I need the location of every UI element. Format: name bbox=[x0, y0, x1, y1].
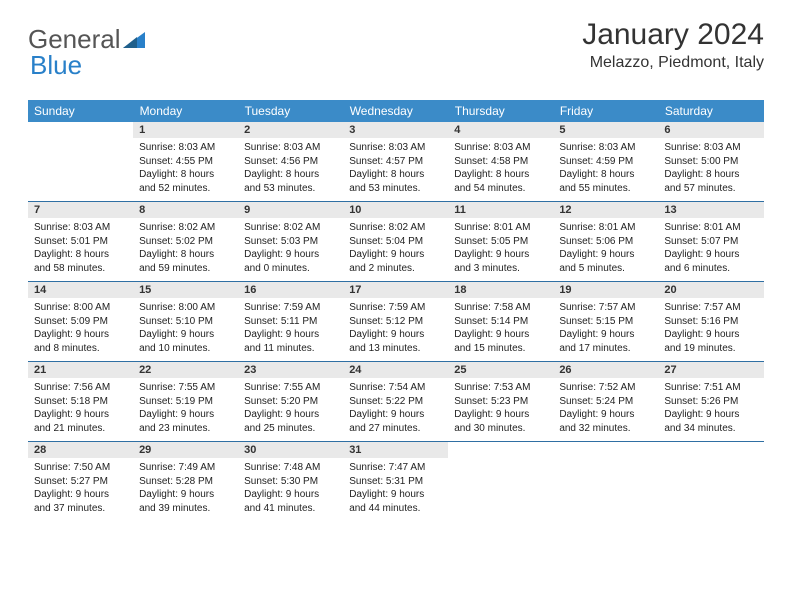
day-detail: Sunrise: 7:58 AM Sunset: 5:14 PM Dayligh… bbox=[448, 298, 553, 362]
day-detail: Sunrise: 7:59 AM Sunset: 5:11 PM Dayligh… bbox=[238, 298, 343, 362]
day-detail: Sunrise: 8:03 AM Sunset: 5:01 PM Dayligh… bbox=[28, 218, 133, 282]
day-detail bbox=[28, 138, 133, 202]
day-number: 13 bbox=[658, 202, 763, 219]
day-number: 3 bbox=[343, 122, 448, 138]
month-title: January 2024 bbox=[582, 18, 764, 52]
day-detail: Sunrise: 8:00 AM Sunset: 5:10 PM Dayligh… bbox=[133, 298, 238, 362]
day-number: 14 bbox=[28, 282, 133, 299]
day-number: 2 bbox=[238, 122, 343, 138]
day-number: 22 bbox=[133, 362, 238, 379]
calendar-table: Sunday Monday Tuesday Wednesday Thursday… bbox=[28, 100, 764, 521]
day-detail-row: Sunrise: 8:03 AM Sunset: 5:01 PM Dayligh… bbox=[28, 218, 764, 282]
day-detail: Sunrise: 8:02 AM Sunset: 5:04 PM Dayligh… bbox=[343, 218, 448, 282]
day-number: 6 bbox=[658, 122, 763, 138]
day-detail: Sunrise: 8:03 AM Sunset: 4:55 PM Dayligh… bbox=[133, 138, 238, 202]
day-number: 9 bbox=[238, 202, 343, 219]
day-number: 5 bbox=[553, 122, 658, 138]
day-number: 21 bbox=[28, 362, 133, 379]
weekday-header: Tuesday bbox=[238, 100, 343, 122]
day-detail: Sunrise: 7:47 AM Sunset: 5:31 PM Dayligh… bbox=[343, 458, 448, 521]
day-detail: Sunrise: 8:03 AM Sunset: 4:56 PM Dayligh… bbox=[238, 138, 343, 202]
day-number: 1 bbox=[133, 122, 238, 138]
day-number: 24 bbox=[343, 362, 448, 379]
day-number: 28 bbox=[28, 442, 133, 459]
day-number: 10 bbox=[343, 202, 448, 219]
day-detail: Sunrise: 8:03 AM Sunset: 4:58 PM Dayligh… bbox=[448, 138, 553, 202]
day-number: 31 bbox=[343, 442, 448, 459]
day-detail-row: Sunrise: 7:50 AM Sunset: 5:27 PM Dayligh… bbox=[28, 458, 764, 521]
day-number-row: 14151617181920 bbox=[28, 282, 764, 299]
weekday-header: Sunday bbox=[28, 100, 133, 122]
day-number bbox=[28, 122, 133, 138]
day-detail: Sunrise: 7:51 AM Sunset: 5:26 PM Dayligh… bbox=[658, 378, 763, 442]
day-detail: Sunrise: 7:53 AM Sunset: 5:23 PM Dayligh… bbox=[448, 378, 553, 442]
day-detail: Sunrise: 8:00 AM Sunset: 5:09 PM Dayligh… bbox=[28, 298, 133, 362]
day-number: 4 bbox=[448, 122, 553, 138]
day-detail: Sunrise: 8:03 AM Sunset: 4:57 PM Dayligh… bbox=[343, 138, 448, 202]
day-number: 30 bbox=[238, 442, 343, 459]
day-number-row: 21222324252627 bbox=[28, 362, 764, 379]
weekday-header-row: Sunday Monday Tuesday Wednesday Thursday… bbox=[28, 100, 764, 122]
day-number: 29 bbox=[133, 442, 238, 459]
day-detail: Sunrise: 7:55 AM Sunset: 5:20 PM Dayligh… bbox=[238, 378, 343, 442]
day-detail bbox=[658, 458, 763, 521]
day-detail bbox=[553, 458, 658, 521]
day-detail: Sunrise: 7:49 AM Sunset: 5:28 PM Dayligh… bbox=[133, 458, 238, 521]
day-detail: Sunrise: 7:59 AM Sunset: 5:12 PM Dayligh… bbox=[343, 298, 448, 362]
day-number: 27 bbox=[658, 362, 763, 379]
day-detail-row: Sunrise: 8:03 AM Sunset: 4:55 PM Dayligh… bbox=[28, 138, 764, 202]
day-number: 23 bbox=[238, 362, 343, 379]
day-detail: Sunrise: 8:01 AM Sunset: 5:05 PM Dayligh… bbox=[448, 218, 553, 282]
day-number: 26 bbox=[553, 362, 658, 379]
day-detail: Sunrise: 8:03 AM Sunset: 5:00 PM Dayligh… bbox=[658, 138, 763, 202]
title-block: January 2024 Melazzo, Piedmont, Italy bbox=[582, 18, 764, 72]
day-number: 17 bbox=[343, 282, 448, 299]
day-detail: Sunrise: 7:57 AM Sunset: 5:16 PM Dayligh… bbox=[658, 298, 763, 362]
header: General January 2024 Melazzo, Piedmont, … bbox=[28, 18, 764, 72]
weekday-header: Monday bbox=[133, 100, 238, 122]
day-number: 8 bbox=[133, 202, 238, 219]
day-detail: Sunrise: 7:48 AM Sunset: 5:30 PM Dayligh… bbox=[238, 458, 343, 521]
day-number: 12 bbox=[553, 202, 658, 219]
logo-triangle-icon bbox=[123, 24, 145, 55]
day-detail: Sunrise: 8:02 AM Sunset: 5:03 PM Dayligh… bbox=[238, 218, 343, 282]
day-number-row: 28293031 bbox=[28, 442, 764, 459]
weekday-header: Saturday bbox=[658, 100, 763, 122]
day-detail: Sunrise: 8:01 AM Sunset: 5:06 PM Dayligh… bbox=[553, 218, 658, 282]
day-number: 20 bbox=[658, 282, 763, 299]
day-number bbox=[448, 442, 553, 459]
location: Melazzo, Piedmont, Italy bbox=[582, 54, 764, 72]
day-detail: Sunrise: 8:02 AM Sunset: 5:02 PM Dayligh… bbox=[133, 218, 238, 282]
day-detail: Sunrise: 7:52 AM Sunset: 5:24 PM Dayligh… bbox=[553, 378, 658, 442]
day-number: 15 bbox=[133, 282, 238, 299]
calendar-page: General January 2024 Melazzo, Piedmont, … bbox=[0, 0, 792, 539]
weekday-header: Wednesday bbox=[343, 100, 448, 122]
day-detail: Sunrise: 7:54 AM Sunset: 5:22 PM Dayligh… bbox=[343, 378, 448, 442]
logo-text-2: Blue bbox=[30, 50, 82, 81]
day-detail: Sunrise: 8:03 AM Sunset: 4:59 PM Dayligh… bbox=[553, 138, 658, 202]
day-number-row: 78910111213 bbox=[28, 202, 764, 219]
day-detail bbox=[448, 458, 553, 521]
day-number: 11 bbox=[448, 202, 553, 219]
day-number: 25 bbox=[448, 362, 553, 379]
day-number bbox=[658, 442, 763, 459]
day-number: 7 bbox=[28, 202, 133, 219]
day-detail-row: Sunrise: 7:56 AM Sunset: 5:18 PM Dayligh… bbox=[28, 378, 764, 442]
day-detail: Sunrise: 8:01 AM Sunset: 5:07 PM Dayligh… bbox=[658, 218, 763, 282]
day-detail: Sunrise: 7:56 AM Sunset: 5:18 PM Dayligh… bbox=[28, 378, 133, 442]
day-number: 18 bbox=[448, 282, 553, 299]
day-number-row: 123456 bbox=[28, 122, 764, 138]
day-detail-row: Sunrise: 8:00 AM Sunset: 5:09 PM Dayligh… bbox=[28, 298, 764, 362]
day-detail: Sunrise: 7:55 AM Sunset: 5:19 PM Dayligh… bbox=[133, 378, 238, 442]
weekday-header: Thursday bbox=[448, 100, 553, 122]
day-number: 19 bbox=[553, 282, 658, 299]
day-detail: Sunrise: 7:57 AM Sunset: 5:15 PM Dayligh… bbox=[553, 298, 658, 362]
day-number bbox=[553, 442, 658, 459]
day-number: 16 bbox=[238, 282, 343, 299]
weekday-header: Friday bbox=[553, 100, 658, 122]
day-detail: Sunrise: 7:50 AM Sunset: 5:27 PM Dayligh… bbox=[28, 458, 133, 521]
